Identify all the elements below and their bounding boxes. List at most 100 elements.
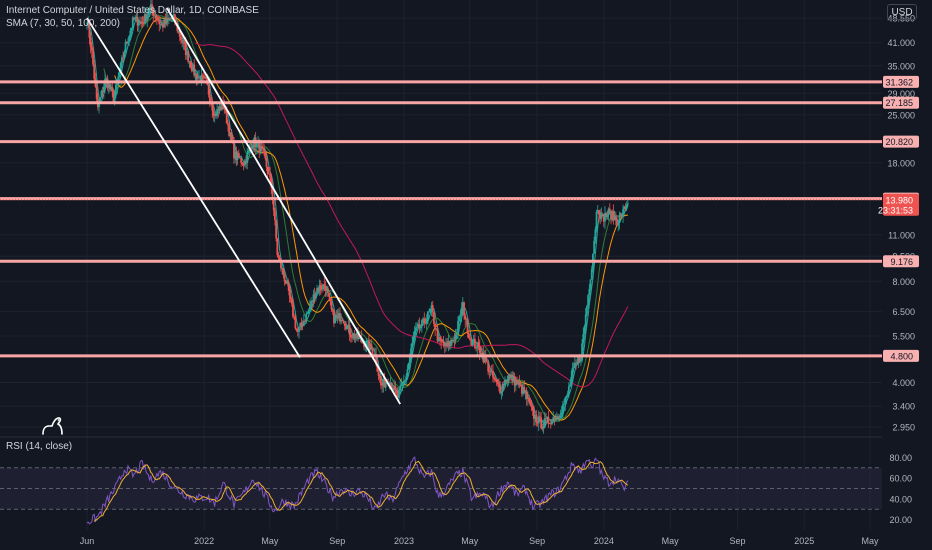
candle-body [180, 36, 182, 41]
candle-body [623, 206, 626, 210]
candle-body [477, 342, 480, 347]
candle-body [286, 280, 288, 284]
candle-body [431, 305, 434, 313]
candle-body [624, 206, 627, 209]
candle-body [549, 423, 552, 425]
horizontal-levels[interactable] [0, 80, 882, 358]
candle-body [395, 390, 398, 394]
candle-body [284, 280, 287, 284]
tradingview-logo-icon[interactable] [40, 414, 66, 436]
candle-body [311, 301, 314, 302]
candle-body [196, 77, 199, 80]
price-tick-label: 29.000 [887, 89, 915, 99]
candle-body [336, 315, 339, 317]
candle-body [235, 151, 238, 160]
candle-body [193, 64, 196, 76]
candle-body [594, 229, 597, 241]
time-tick-label: 2025 [794, 536, 814, 546]
candle-body [449, 340, 452, 346]
candle-body [348, 324, 351, 335]
candle-body [152, 10, 155, 16]
candle-body [221, 101, 223, 110]
candle-body [308, 306, 311, 310]
candle-body [604, 213, 606, 222]
candle-body [107, 84, 110, 88]
time-axis[interactable]: Jun 2022 May Sep 2023 May Sep 2024 May Sep 2025 May [80, 536, 879, 546]
candle-body [188, 61, 191, 63]
currency-button[interactable]: USD [887, 4, 917, 20]
time-tick-label: 2024 [594, 536, 614, 546]
candle-body [265, 158, 268, 167]
candle-body [626, 203, 629, 205]
price-tick-label: 35.000 [887, 61, 915, 71]
price-tick-label: 48.550 [887, 14, 915, 24]
candle-body [111, 87, 114, 92]
symbol-title[interactable]: Internet Computer / United States Dollar… [6, 5, 259, 16]
candle-body [112, 91, 115, 102]
rsi-tick-label: 80.00 [889, 453, 912, 463]
candle-body [247, 150, 250, 153]
candle-body [327, 288, 329, 293]
candle-body [345, 325, 347, 330]
candle-body [383, 379, 386, 388]
rsi-legend[interactable]: RSI (14, close) [6, 441, 73, 452]
candle-body [163, 19, 165, 28]
candle-body [416, 326, 418, 328]
trendlines[interactable] [86, 7, 401, 405]
candle-body [227, 123, 229, 126]
candle-body [249, 146, 252, 148]
candle-body [405, 376, 408, 381]
candle-body [218, 106, 221, 111]
candle-body [476, 342, 479, 349]
candle-body [547, 416, 550, 424]
candle-body [490, 370, 493, 372]
candle-body [599, 214, 602, 219]
candle-body [346, 325, 349, 330]
candle-body [353, 333, 356, 339]
price-tick-label: 3.400 [892, 402, 915, 412]
moving-averages [90, 6, 629, 429]
time-tick-label: May [261, 536, 279, 546]
candle-body [553, 417, 556, 422]
candle-body [430, 305, 433, 309]
candle-body [586, 306, 588, 315]
candle-body [440, 339, 443, 342]
candle-body [259, 146, 262, 154]
candle-body [564, 397, 567, 404]
candle-body [100, 91, 103, 98]
candle-body [92, 50, 94, 65]
candle-body [560, 412, 563, 416]
candle-body [369, 343, 371, 351]
candle-body [137, 23, 140, 26]
trendline [86, 17, 301, 358]
price-tick-label: 2.950 [892, 422, 915, 432]
candle-body [558, 418, 561, 419]
rsi-axis[interactable]: 80.00 60.00 40.00 20.00 [889, 453, 912, 525]
candle-body [331, 309, 334, 312]
candle-body [189, 61, 192, 67]
candle-body [425, 318, 428, 324]
candle-body [110, 87, 112, 90]
candle-body [136, 16, 139, 26]
time-tick-label: May [662, 536, 680, 546]
candle-body [341, 320, 344, 321]
time-tick-label: Jun [80, 536, 95, 546]
candle-body [439, 337, 441, 340]
candle-body [365, 340, 368, 346]
candle-body [410, 348, 412, 357]
time-tick-label: Sep [729, 536, 745, 546]
time-tick-label: Sep [529, 536, 545, 546]
candle-body [129, 30, 132, 36]
sma-legend[interactable]: SMA (7, 30, 50, 100, 200) [6, 18, 120, 29]
level-label-bg [883, 96, 919, 109]
candle-body [458, 316, 461, 321]
candle-body [263, 148, 265, 152]
candle-body [481, 352, 484, 356]
candle-body [523, 387, 526, 393]
level-label: 9.176 [890, 257, 913, 267]
candle-body [140, 21, 143, 23]
trendline [166, 7, 401, 405]
candle-body [86, 23, 88, 25]
level-labels: 31.36227.18520.82014.0889.1764.80013.980… [878, 75, 919, 362]
